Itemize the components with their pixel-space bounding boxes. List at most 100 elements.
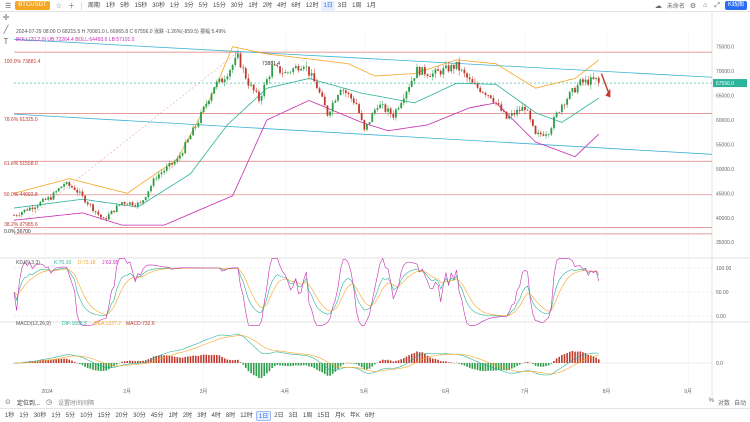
kline-mode-button[interactable]: K线图 <box>724 1 747 10</box>
interval-button[interactable]: 1周 <box>352 2 362 9</box>
star-icon[interactable]: ☆ <box>55 2 62 10</box>
macd-histogram-bar <box>566 353 568 363</box>
interval-button[interactable]: 5分 <box>198 2 209 9</box>
bottom-interval-button[interactable]: 1周 <box>302 412 313 419</box>
macd-histogram-bar <box>526 361 529 363</box>
percent-scale-toggle[interactable]: % <box>708 397 714 404</box>
macd-histogram-bar <box>302 363 305 366</box>
candle-body <box>165 166 168 171</box>
candle-body <box>495 102 497 104</box>
bottom-interval-button[interactable]: 3日 <box>288 412 298 419</box>
settings-icon[interactable]: ⚙ <box>689 2 697 10</box>
bottom-interval-button[interactable]: 30分 <box>133 412 146 419</box>
bottom-interval-button[interactable]: 3时 <box>197 412 207 419</box>
bottom-interval-button[interactable]: 20分 <box>115 412 129 419</box>
macd-histogram-bar <box>474 363 476 370</box>
candle-body <box>595 77 598 79</box>
bottom-interval-button[interactable]: 1时 <box>168 412 178 419</box>
macd-histogram-bar <box>252 363 255 376</box>
trendline-icon[interactable]: ╱ <box>3 25 9 34</box>
bottom-interval-button[interactable]: 45分 <box>150 412 164 419</box>
candle-body <box>584 79 587 83</box>
bottom-interval-button[interactable]: 1分 <box>51 412 61 419</box>
candle-body <box>429 75 432 77</box>
bottom-interval-button[interactable]: 年K <box>349 412 360 419</box>
bottom-interval-button[interactable]: 1分 <box>19 412 29 419</box>
interval-button[interactable]: 4时 <box>277 2 287 9</box>
candle-body <box>84 195 87 203</box>
macd-dif-value: DIF:1605.5 <box>62 321 87 327</box>
parallel-channel[interactable] <box>13 38 713 155</box>
bottom-interval-button[interactable]: 2时 <box>182 412 193 419</box>
price-axis[interactable]: 75000.0 70000.0 65000.0 60000.0 55000.0 50000… <box>42 45 747 395</box>
log-scale-toggle[interactable]: 对数 <box>717 400 730 407</box>
candle-body <box>574 88 576 93</box>
bottom-interval-button[interactable]: 10分 <box>80 412 93 419</box>
time-tick-label: 8月 <box>603 389 611 395</box>
candle-body <box>94 211 97 212</box>
crosshair-icon[interactable]: ✛ <box>2 13 10 22</box>
candle-body <box>521 106 524 111</box>
macd-histogram-bar <box>482 363 484 372</box>
candle-body <box>139 202 142 204</box>
candle-body <box>379 104 382 109</box>
interval-button[interactable]: 15秒 <box>134 2 148 9</box>
macd-histogram-bar <box>271 363 273 369</box>
bottom-interval-button[interactable]: 1秒 <box>5 412 15 419</box>
bottom-interval-button[interactable]: 5分 <box>65 412 76 419</box>
candle-body <box>531 119 534 126</box>
interval-button[interactable]: 12时 <box>305 2 319 9</box>
bottom-interval-button[interactable]: 15日 <box>317 412 330 419</box>
interval-button[interactable]: 30秒 <box>152 2 165 9</box>
bottom-interval-button[interactable]: 12时 <box>240 412 253 419</box>
bottom-interval-button[interactable]: 4时 <box>211 412 221 419</box>
interval-button[interactable]: 15分 <box>213 2 226 9</box>
period-label[interactable]: 周期 <box>87 2 100 9</box>
candle-body <box>26 209 29 211</box>
bottom-interval-button[interactable]: 1日 <box>255 410 272 421</box>
add-icon[interactable]: ＋ <box>67 2 75 10</box>
macd-histogram-bar <box>495 363 497 371</box>
fullscreen-icon[interactable]: ⤢ <box>714 1 720 9</box>
channel-lower-line[interactable] <box>13 113 713 155</box>
bottom-interval-button[interactable]: 15分 <box>97 412 111 419</box>
candle-body <box>197 122 200 127</box>
interval-button[interactable]: 6时 <box>291 2 301 9</box>
symbol-selector[interactable]: BTCUSDT <box>15 1 50 10</box>
interval-button[interactable]: 30分 <box>230 2 244 9</box>
interval-button[interactable]: 3分 <box>184 2 194 9</box>
bottom-interval-button[interactable]: 6时 <box>365 412 375 419</box>
interval-setting-link[interactable]: 设置时间间隔 <box>58 400 95 407</box>
text-icon[interactable]: T <box>3 37 9 46</box>
macd-histogram-bar <box>395 360 397 363</box>
fibonacci-retracement[interactable] <box>14 51 712 235</box>
candle-body <box>476 83 479 88</box>
interval-button[interactable]: 1月 <box>366 2 376 9</box>
channel-upper-line[interactable] <box>13 38 713 78</box>
auto-scale-toggle[interactable]: 自动 <box>733 400 746 407</box>
interval-button[interactable]: 1分 <box>169 2 180 9</box>
macd-histogram-bar <box>542 363 545 367</box>
camera-icon[interactable]: ⌂ <box>703 2 708 9</box>
interval-button[interactable]: 1时 <box>248 2 258 9</box>
price-chart[interactable]: 75000.0 70000.0 65000.0 60000.0 55000.0 50000… <box>0 12 750 396</box>
interval-button[interactable]: 5秒 <box>120 2 130 9</box>
macd-histogram-bar <box>503 363 505 371</box>
bottom-interval-button[interactable]: 30秒 <box>33 412 47 419</box>
interval-button[interactable]: 2时 <box>262 2 273 9</box>
candle-body <box>542 134 545 136</box>
macd-histogram-bar <box>524 362 526 363</box>
candle-body <box>326 105 329 116</box>
interval-button[interactable]: 3日 <box>337 2 348 9</box>
menu-icon[interactable]: ☰ <box>5 2 12 10</box>
interval-button[interactable]: 1日 <box>321 0 335 11</box>
bottom-interval-button[interactable]: 月K <box>334 412 345 419</box>
macd-hist-value: MACD:732.6 <box>126 321 155 327</box>
candle-body <box>400 102 403 108</box>
locate-button[interactable]: 定位到... <box>16 400 40 407</box>
candle-body <box>318 88 321 93</box>
interval-button[interactable]: 1秒 <box>105 2 116 9</box>
bottom-interval-button[interactable]: 8时 <box>225 412 236 419</box>
bottom-interval-button[interactable]: 2日 <box>274 412 284 419</box>
save-status[interactable]: 未命名 <box>666 4 685 10</box>
